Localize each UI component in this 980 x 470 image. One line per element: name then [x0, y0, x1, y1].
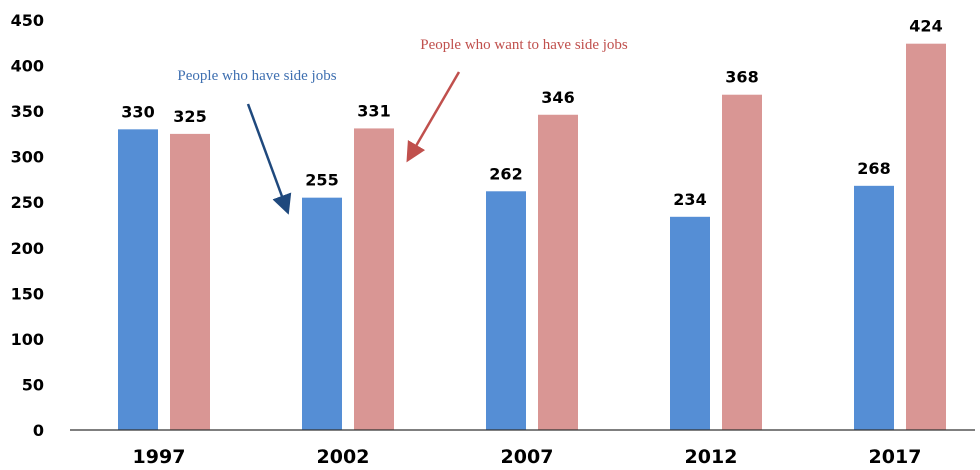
bar-value-label: 346 [541, 88, 574, 107]
annotation-want-side-jobs-label: People who want to have side jobs [420, 37, 628, 53]
bar-value-label: 262 [489, 164, 522, 183]
bar-series1-2007 [538, 114, 578, 430]
y-tick-label: 200 [11, 239, 44, 258]
value-labels-group: 330 325 255 331 262 346 234 368 268 424 [121, 17, 942, 209]
x-category-label: 2002 [317, 446, 370, 468]
y-tick-label: 300 [11, 148, 44, 167]
bar-series1-1997 [170, 133, 210, 430]
annotation-want-side-jobs-arrow [406, 71, 461, 163]
bar-series1-2017 [906, 43, 946, 430]
y-tick-label: 400 [11, 57, 44, 76]
x-category-label: 2017 [869, 446, 922, 468]
bar-value-label: 424 [909, 17, 942, 36]
bar-value-label: 330 [121, 102, 154, 121]
y-tick-label: 450 [11, 11, 44, 30]
y-tick-label: 350 [11, 102, 44, 121]
x-axis-category-labels: 1997 2002 2007 2012 2017 [133, 446, 922, 468]
y-tick-label: 100 [11, 330, 44, 349]
bars-group [118, 43, 946, 431]
y-tick-label: 0 [33, 421, 44, 440]
annotation-side-jobs-label: People who have side jobs [177, 68, 336, 84]
bar-value-label: 325 [173, 107, 206, 126]
bar-series1-2002 [354, 128, 394, 430]
bar-value-label: 368 [725, 68, 758, 87]
y-axis-tick-labels: 0 50 100 150 200 250 300 350 400 450 [11, 11, 44, 440]
y-tick-label: 250 [11, 193, 44, 212]
annotation-side-jobs-arrow [246, 103, 292, 215]
bar-series0-2002 [302, 197, 342, 430]
x-category-label: 2012 [685, 446, 738, 468]
x-category-label: 2007 [501, 446, 554, 468]
bar-series0-1997 [118, 129, 158, 431]
y-tick-label: 50 [22, 375, 44, 394]
bar-series0-2017 [854, 185, 894, 430]
bar-series0-2007 [486, 191, 526, 430]
bar-value-label: 268 [857, 159, 890, 178]
bar-series1-2012 [722, 94, 762, 430]
bar-series0-2012 [670, 216, 710, 430]
y-tick-label: 150 [11, 284, 44, 303]
bar-value-label: 331 [357, 101, 390, 120]
bar-value-label: 234 [673, 190, 706, 209]
bar-value-label: 255 [305, 171, 338, 190]
x-category-label: 1997 [133, 446, 186, 468]
